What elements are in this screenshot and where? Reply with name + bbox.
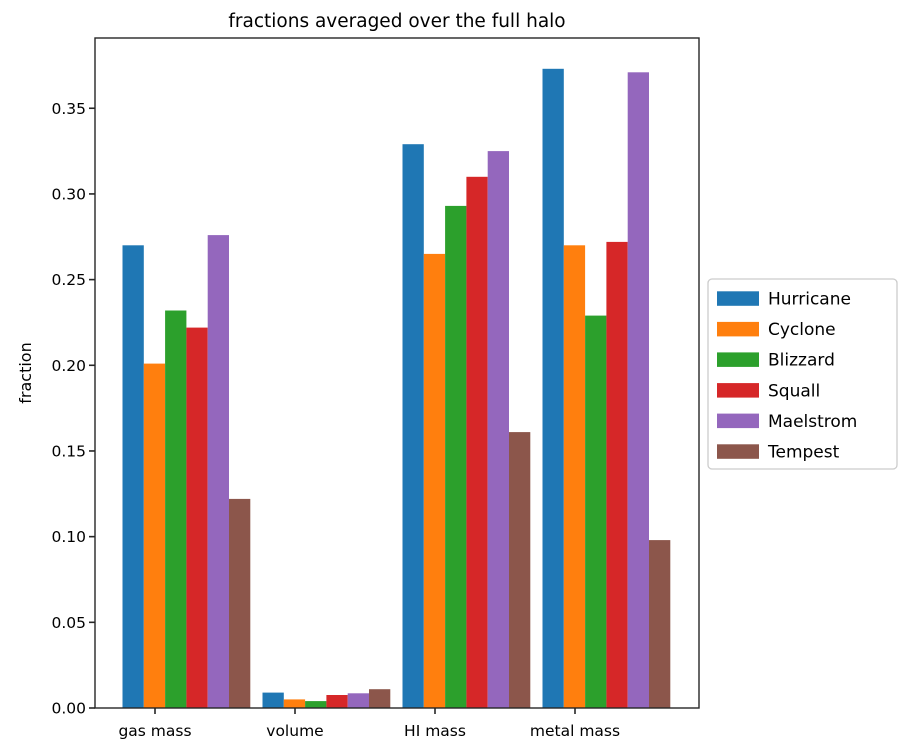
chart-title: fractions averaged over the full halo bbox=[228, 11, 565, 32]
bar-tempest-HI-mass bbox=[509, 432, 531, 708]
legend-swatch-cyclone bbox=[717, 321, 759, 337]
axes-layer: gas mass volume HI mass metal mass 0.00 0.05 0… bbox=[51, 37, 700, 740]
bar-maelstrom-HI-mass bbox=[487, 151, 509, 709]
legend-label-maelstrom: Maelstrom bbox=[768, 412, 857, 432]
y-tick-label: 0.25 bbox=[51, 271, 86, 289]
plot-frame bbox=[94, 37, 700, 709]
legend-label-squall: Squall bbox=[768, 381, 820, 401]
y-tick-label: 0.05 bbox=[51, 614, 86, 632]
legend-label-hurricane: Hurricane bbox=[768, 290, 851, 310]
bar-blizzard-gas-mass bbox=[165, 310, 187, 708]
bar-hurricane-volume bbox=[262, 692, 284, 708]
bar-blizzard-volume bbox=[305, 701, 327, 708]
y-tick-label: 0.15 bbox=[51, 443, 86, 461]
x-tick-label: HI mass bbox=[404, 722, 466, 740]
legend: Hurricane Cyclone Blizzard Squall Maelstrom T… bbox=[707, 278, 898, 470]
bar-tempest-metal-mass bbox=[649, 540, 671, 708]
bar-maelstrom-gas-mass bbox=[207, 235, 229, 708]
legend-swatch-blizzard bbox=[717, 352, 759, 367]
bar-blizzard-metal-mass bbox=[585, 315, 607, 708]
bars-layer bbox=[122, 68, 671, 709]
bar-maelstrom-volume bbox=[347, 693, 369, 708]
y-tick-label: 0.35 bbox=[51, 100, 86, 118]
bar-hurricane-metal-mass bbox=[542, 68, 564, 709]
bar-hurricane-gas-mass bbox=[122, 245, 144, 709]
bar-hurricane-HI-mass bbox=[402, 144, 424, 708]
bar-cyclone-gas-mass bbox=[143, 363, 166, 708]
bar-cyclone-volume bbox=[283, 699, 306, 708]
bar-tempest-gas-mass bbox=[229, 498, 251, 708]
legend-label-blizzard: Blizzard bbox=[768, 351, 835, 371]
x-tick-label: gas mass bbox=[118, 722, 191, 740]
bar-squall-gas-mass bbox=[186, 327, 208, 708]
y-tick-label: 0.00 bbox=[51, 700, 86, 718]
legend-label-cyclone: Cyclone bbox=[768, 320, 836, 340]
legend-swatch-hurricane bbox=[717, 291, 759, 306]
bar-cyclone-HI-mass bbox=[423, 253, 446, 708]
x-tick-label: volume bbox=[266, 722, 323, 740]
legend-label-tempest: Tempest bbox=[767, 443, 840, 463]
bar-squall-HI-mass bbox=[466, 176, 488, 709]
y-tick-label: 0.20 bbox=[51, 357, 86, 375]
legend-swatch-maelstrom bbox=[717, 413, 759, 429]
bar-maelstrom-metal-mass bbox=[627, 72, 649, 709]
bar-squall-volume bbox=[326, 695, 348, 708]
y-tick-label: 0.10 bbox=[51, 528, 86, 546]
bar-cyclone-metal-mass bbox=[563, 245, 586, 709]
x-tick-label: metal mass bbox=[530, 722, 620, 740]
bar-tempest-volume bbox=[369, 689, 391, 708]
bar-blizzard-HI-mass bbox=[445, 205, 467, 708]
bar-squall-metal-mass bbox=[606, 241, 628, 708]
legend-swatch-squall bbox=[717, 383, 759, 398]
legend-swatch-tempest bbox=[717, 444, 759, 459]
y-axis-label: fraction bbox=[16, 342, 35, 403]
y-tick-label: 0.30 bbox=[51, 185, 86, 203]
